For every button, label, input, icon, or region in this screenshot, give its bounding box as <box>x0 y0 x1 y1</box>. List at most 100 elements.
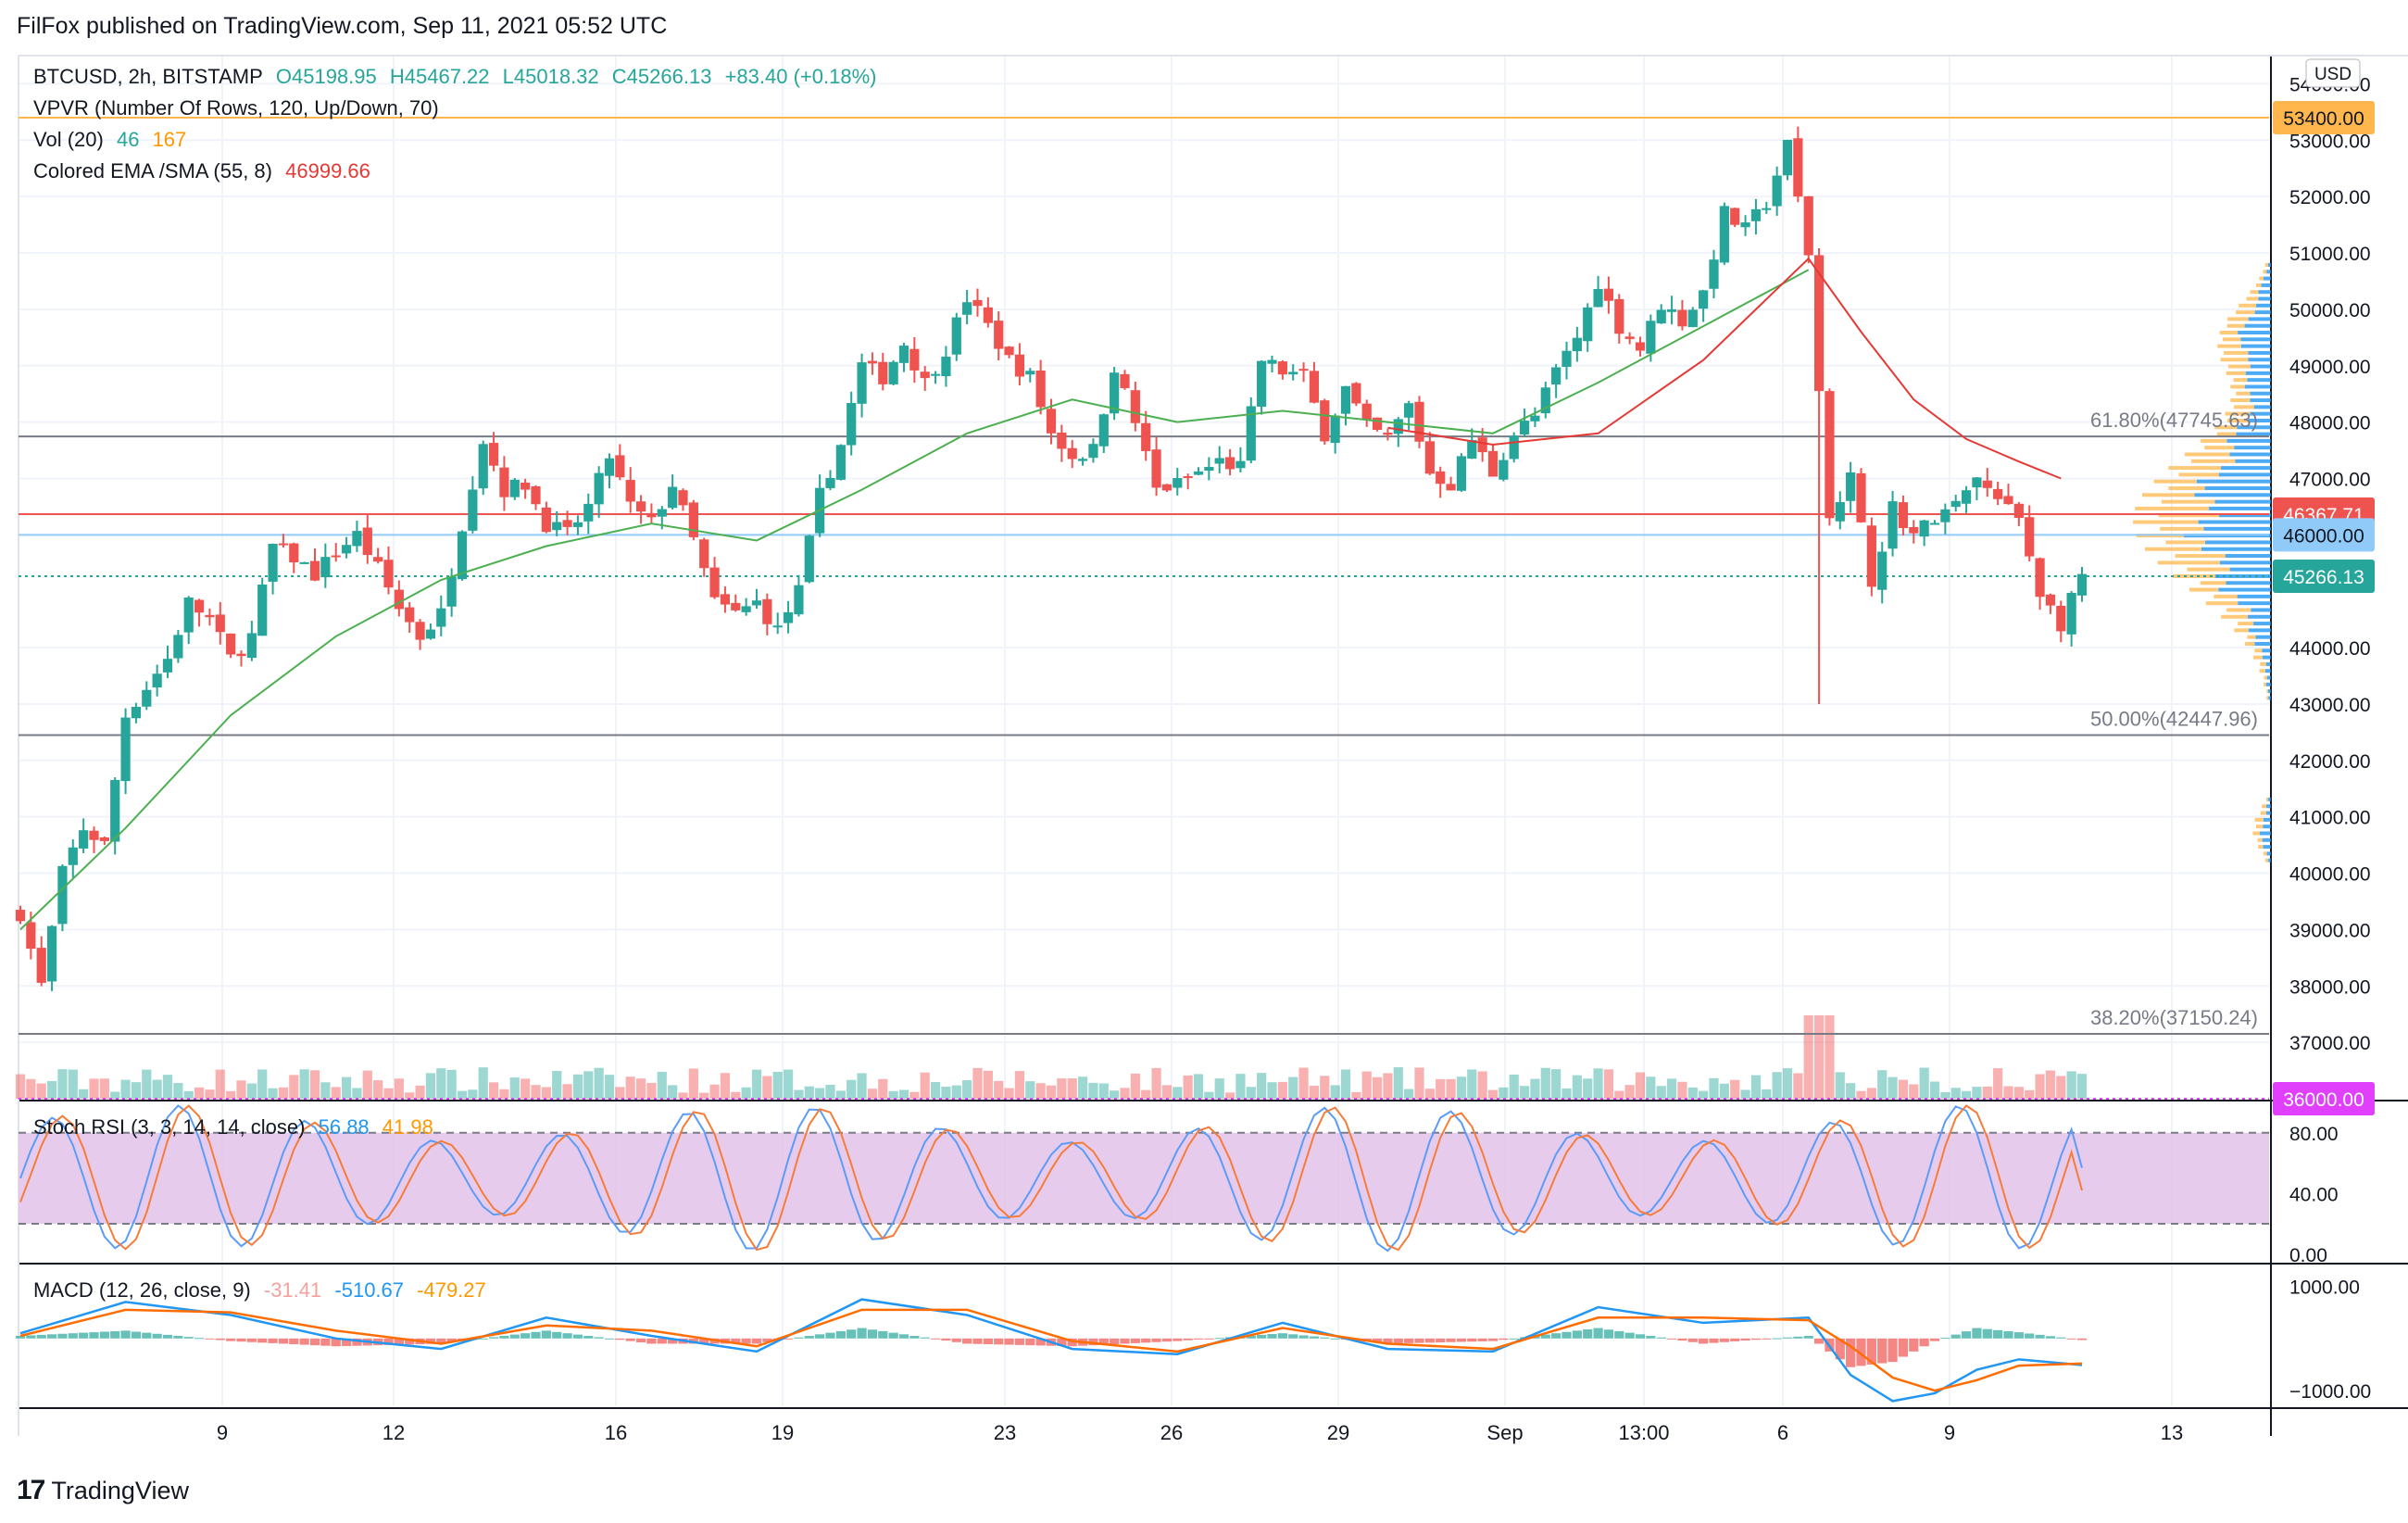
macd-histogram-bar <box>110 1330 120 1339</box>
vpvr-row-down <box>2259 276 2264 281</box>
candle-body <box>1793 138 1803 197</box>
vpvr-row-up <box>2221 466 2271 471</box>
macd-histogram-bar <box>1740 1338 1750 1341</box>
candle-body <box>1530 415 1540 422</box>
volume-bar <box>909 1091 920 1099</box>
vpvr-row-down <box>2262 804 2267 809</box>
macd-histogram-bar <box>1372 1338 1383 1343</box>
volume-bar <box>352 1088 362 1099</box>
main-legend-row: BTCUSD, 2h, BITSTAMP O45198.95 H45467.22… <box>33 65 884 89</box>
volume-bar <box>741 1087 751 1099</box>
stoch-label: Stoch RSI (3, 3, 14, 14, close) <box>33 1115 306 1139</box>
candle-body <box>1687 309 1698 328</box>
macd-histogram-bar <box>2003 1330 2013 1339</box>
macd-histogram-bar <box>1120 1338 1130 1344</box>
volume-bar <box>362 1070 372 1099</box>
vpvr-row-up <box>2247 378 2271 383</box>
volume-bar <box>1340 1069 1351 1099</box>
macd-histogram-bar <box>909 1336 920 1339</box>
ema-line <box>1387 257 2062 480</box>
volume-legend[interactable]: Vol (20) 46 167 <box>33 128 194 152</box>
macd-histogram-bar <box>1173 1338 1183 1341</box>
volume-bar <box>1320 1076 1330 1099</box>
vpvr-row-up <box>2237 594 2271 598</box>
macd-histogram-bar <box>594 1337 604 1339</box>
volume-bar <box>1950 1088 1961 1099</box>
volume-bar <box>488 1082 499 1099</box>
vpvr-legend[interactable]: VPVR (Number Of Rows, 120, Up/Down, 70) <box>33 96 439 120</box>
macd-histogram-bar <box>1772 1338 1782 1340</box>
candle-body <box>1519 421 1530 435</box>
macd-histogram-bar <box>1709 1338 1719 1343</box>
volume-bar <box>1456 1076 1467 1099</box>
tradingview-brand[interactable]: 17 TradingView <box>17 1475 189 1506</box>
candle-body <box>668 486 678 509</box>
candle-body <box>1583 307 1593 342</box>
volume-bar <box>962 1080 972 1099</box>
candle-body <box>1762 208 1772 210</box>
volume-bar <box>1929 1081 1940 1099</box>
volume-bar <box>951 1085 961 1099</box>
volume-bar <box>1393 1067 1403 1099</box>
candle-body <box>1499 459 1509 480</box>
macd-histogram-bar <box>1646 1336 1656 1339</box>
candle-body <box>457 531 468 580</box>
volume-bar <box>983 1070 993 1099</box>
volume-bar <box>1257 1073 1267 1099</box>
macd-histogram-bar <box>142 1332 152 1339</box>
volume-bar <box>825 1084 835 1099</box>
price-axis-label: 43000.00 <box>2289 695 2371 716</box>
candle-body <box>615 455 625 478</box>
volume-bar <box>309 1070 320 1099</box>
macd-histogram-bar <box>741 1338 751 1344</box>
volume-bar <box>1298 1067 1309 1099</box>
stoch-axis-label: 80.00 <box>2289 1124 2339 1145</box>
macd-histogram-bar <box>488 1337 499 1339</box>
legend-close: C45266.13 <box>611 65 712 88</box>
macd-histogram-bar <box>804 1336 814 1339</box>
volume-bar <box>215 1069 225 1099</box>
candle-body <box>1393 419 1403 434</box>
candle-body <box>509 479 520 497</box>
volume-bar <box>1540 1067 1550 1099</box>
ema-legend[interactable]: Colored EMA /SMA (55, 8) 46999.66 <box>33 159 378 183</box>
macd-legend[interactable]: MACD (12, 26, close, 9) -31.41 -510.67 -… <box>33 1278 494 1303</box>
candle-body <box>1067 447 1077 459</box>
volume-bar <box>720 1073 731 1099</box>
vpvr-row-up <box>2268 797 2271 801</box>
macd-histogram-bar <box>657 1338 667 1344</box>
volume-bar <box>131 1082 142 1099</box>
volume-bar <box>89 1078 99 1099</box>
vpvr-row-down <box>2236 310 2255 315</box>
candle-body <box>1372 417 1383 430</box>
macd-histogram-bar <box>1035 1338 1046 1346</box>
volume-bar <box>499 1089 509 1099</box>
vpvr-row-down <box>2254 648 2263 653</box>
candle-body <box>99 837 109 841</box>
vpvr-row-up <box>2248 317 2271 321</box>
volume-bar <box>1793 1073 1803 1099</box>
vpvr-row-up <box>2262 837 2271 842</box>
candle-body <box>857 362 867 404</box>
volume-bar <box>26 1078 36 1099</box>
candle-body <box>930 373 941 376</box>
volume-bar <box>1519 1086 1530 1099</box>
candle-body <box>1572 337 1582 352</box>
candle-body <box>1035 370 1046 408</box>
macd-histogram-bar <box>962 1338 972 1344</box>
candle-body <box>2013 503 2024 519</box>
candle-body <box>867 360 878 364</box>
volume-bar <box>468 1089 478 1099</box>
candle-body <box>1477 437 1487 453</box>
volume-bar <box>1583 1078 1593 1099</box>
vpvr-row-down <box>2201 438 2227 443</box>
macd-histogram-bar <box>1919 1338 1929 1347</box>
stoch-legend[interactable]: Stoch RSI (3, 3, 14, 14, close) 56.88 41… <box>33 1115 441 1139</box>
candle-body <box>405 607 415 623</box>
volume-bar <box>1035 1083 1046 1099</box>
time-axis-label: 9 <box>217 1421 228 1444</box>
candle-body <box>1404 403 1414 418</box>
macd-histogram-bar <box>1183 1338 1193 1340</box>
vpvr-row-up <box>2248 350 2271 355</box>
